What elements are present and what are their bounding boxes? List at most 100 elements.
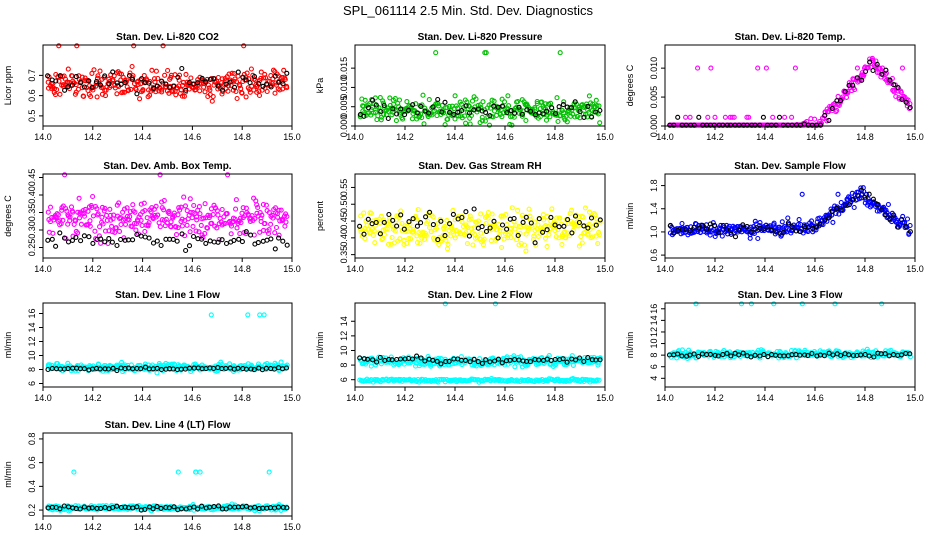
- panel-title: Stan. Dev. Amb. Box Temp.: [103, 161, 231, 172]
- data-point: [846, 202, 852, 208]
- data-point: [469, 98, 476, 104]
- data-point: [425, 218, 431, 225]
- data-point: [561, 223, 567, 229]
- panel-3: Stan. Dev. Li-820 Temp. degrees C 14.0 14.2…: [625, 32, 924, 142]
- y-tick-label: 0.25: [27, 239, 37, 257]
- data-point: [102, 228, 109, 234]
- x-tick-label: 14.0: [346, 132, 364, 142]
- data-point: [130, 76, 136, 82]
- data-point: [696, 225, 702, 231]
- data-point: [419, 115, 425, 121]
- data-point: [483, 228, 490, 235]
- x-tick-label: 14.4: [756, 132, 774, 142]
- data-point: [273, 224, 280, 231]
- data-point: [380, 236, 386, 242]
- data-point: [282, 223, 288, 229]
- data-point: [191, 504, 197, 510]
- data-point: [532, 240, 538, 246]
- data-point: [45, 73, 51, 79]
- y-tick-label: 1.0: [649, 226, 659, 239]
- data-point: [443, 237, 449, 243]
- data-points: [667, 185, 913, 242]
- x-tick-label: 14.2: [396, 393, 414, 403]
- data-point: [61, 235, 68, 241]
- data-point: [196, 204, 202, 210]
- data-point: [276, 79, 282, 85]
- data-point: [846, 80, 852, 86]
- plot-frame: [42, 44, 293, 127]
- data-point: [65, 66, 71, 72]
- data-point: [385, 115, 391, 122]
- data-point: [135, 78, 141, 84]
- x-tick-label: 15.0: [596, 264, 614, 274]
- data-point: [835, 191, 841, 197]
- data-point: [128, 86, 134, 92]
- data-point: [57, 91, 63, 97]
- y-tick-label: 0.50: [339, 195, 349, 213]
- data-point: [526, 206, 532, 212]
- data-point: [812, 116, 818, 122]
- data-point: [256, 92, 263, 99]
- data-point: [175, 74, 181, 80]
- data-point: [506, 103, 512, 109]
- data-point: [169, 89, 175, 95]
- data-point: [520, 219, 526, 225]
- data-point: [225, 88, 231, 94]
- data-point: [154, 238, 160, 244]
- data-point: [579, 240, 585, 246]
- data-point: [251, 74, 258, 80]
- data-point: [234, 225, 240, 231]
- data-point: [581, 223, 587, 229]
- data-point: [438, 218, 444, 224]
- x-tick-label: 14.0: [34, 522, 52, 532]
- data-point: [194, 214, 200, 220]
- y-tick-label: 1.8: [649, 179, 659, 192]
- data-point: [173, 92, 179, 98]
- data-point: [252, 504, 258, 510]
- data-point: [728, 231, 734, 237]
- data-point: [189, 215, 195, 221]
- data-point: [544, 108, 550, 114]
- data-point: [840, 207, 846, 213]
- data-point: [420, 92, 426, 98]
- data-point: [596, 229, 602, 235]
- y-axis-label: ml/min: [625, 332, 635, 359]
- data-point: [155, 212, 161, 218]
- data-point: [459, 214, 465, 221]
- y-tick-label: 14: [339, 316, 349, 326]
- data-point: [586, 209, 593, 215]
- data-point: [141, 200, 147, 206]
- data-point: [368, 363, 374, 369]
- data-point: [243, 94, 249, 100]
- data-point: [852, 87, 858, 93]
- data-point: [711, 223, 718, 229]
- data-point: [191, 202, 197, 209]
- data-point: [471, 206, 477, 212]
- data-point: [166, 505, 172, 511]
- data-point: [544, 243, 550, 250]
- data-point: [523, 231, 529, 237]
- data-point: [264, 81, 270, 87]
- data-point: [523, 214, 529, 220]
- data-point: [562, 378, 568, 384]
- y-tick-label: 0.35: [27, 204, 37, 222]
- data-point: [409, 356, 416, 362]
- data-point: [142, 228, 148, 235]
- data-point: [135, 81, 141, 87]
- data-point: [90, 213, 96, 219]
- data-point: [138, 366, 144, 372]
- data-point: [127, 214, 133, 220]
- data-point: [86, 78, 92, 84]
- panel-8: Stan. Dev. Line 2 Flow ml/min 14.0 14.2 14.4…: [315, 290, 614, 403]
- data-point: [131, 43, 137, 49]
- data-point: [126, 72, 133, 79]
- data-point: [122, 221, 129, 227]
- data-point: [90, 193, 96, 200]
- data-point: [593, 222, 599, 228]
- data-point: [223, 240, 230, 247]
- data-point: [53, 243, 59, 249]
- x-tick-label: 15.0: [906, 393, 924, 403]
- data-point: [495, 356, 502, 362]
- data-point: [422, 358, 428, 364]
- data-point: [380, 98, 386, 104]
